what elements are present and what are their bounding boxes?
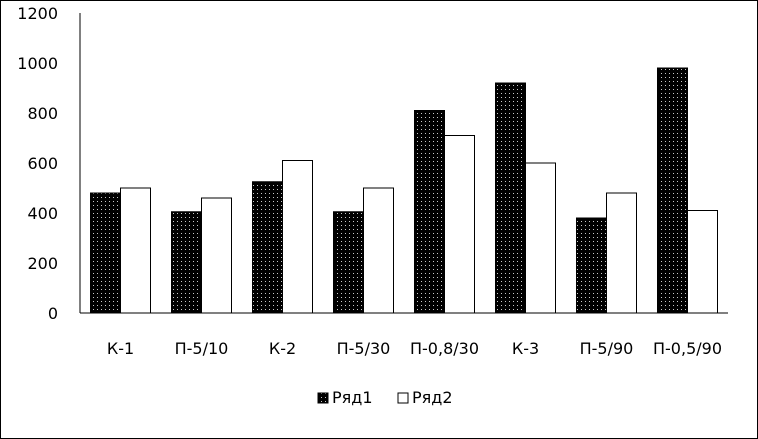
bar-series-2-3: [363, 187, 394, 314]
y-tick-label: 0: [48, 304, 58, 323]
y-tick-label: 1200: [17, 4, 58, 23]
legend: Ряд1 Ряд2: [317, 388, 453, 407]
x-category-label: П-0,8/30: [410, 339, 479, 358]
legend-label-series-2: Ряд2: [412, 388, 453, 407]
bar-series-2-7: [687, 210, 718, 314]
x-category-label: К-1: [107, 339, 134, 358]
x-axis-categories: К-1 П-5/10 К-2 П-5/30 П-0,8/30 К-3 П-5/90 П-0,5…: [107, 339, 722, 358]
x-category-label: П-0,5/90: [653, 339, 722, 358]
legend-swatch-series-1: [317, 392, 329, 404]
y-tick-label: 400: [27, 204, 58, 223]
y-tick-label: 1000: [17, 54, 58, 73]
bar-series-1-7: [657, 67, 688, 314]
y-tick-label: 600: [27, 154, 58, 173]
bar-series-2-2: [282, 160, 313, 314]
legend-label-series-1: Ряд1: [332, 388, 373, 407]
bar-series-2-4: [444, 135, 475, 314]
bar-series-2-5: [525, 162, 556, 314]
bar-series-1-3: [333, 211, 364, 314]
bar-series-1-5: [495, 82, 526, 314]
x-category-label: П-5/90: [580, 339, 634, 358]
x-category-label: П-5/30: [337, 339, 391, 358]
x-category-label: К-3: [512, 339, 539, 358]
x-category-label: П-5/10: [175, 339, 229, 358]
y-tick-label: 200: [27, 254, 58, 273]
x-category-label: К-2: [269, 339, 296, 358]
y-axis-ticks: 0 200 400 600 800 1000 1200: [17, 4, 58, 323]
bar-series-1-0: [90, 192, 121, 314]
bar-series-2-0: [120, 187, 151, 314]
bar-series-2-6: [606, 192, 637, 314]
bar-series-1-1: [171, 211, 202, 314]
bar-series-1-6: [576, 217, 607, 314]
bars-group: [90, 67, 718, 314]
legend-swatch-series-2: [397, 392, 409, 404]
y-tick-label: 800: [27, 104, 58, 123]
bar-series-1-2: [252, 181, 283, 314]
bar-series-2-1: [201, 197, 232, 314]
bar-series-1-4: [414, 110, 445, 314]
